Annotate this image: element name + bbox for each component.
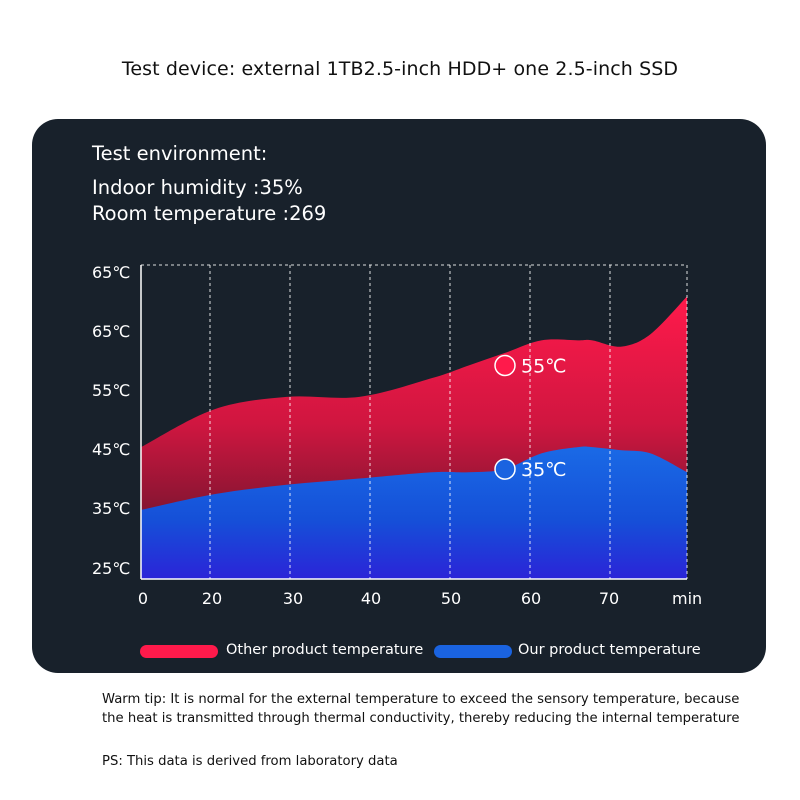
environment-title: Test environment:: [92, 142, 268, 165]
legend-label-other: Other product temperature: [226, 642, 424, 658]
y-tick-label: 35℃: [92, 499, 130, 518]
legend-swatch-ours: [434, 645, 512, 658]
warm-tip-text: Warm tip: It is normal for the external …: [102, 692, 740, 726]
x-tick-label: 30: [283, 589, 303, 608]
x-tick-label: 0: [138, 589, 148, 608]
y-tick-label: 65℃: [92, 263, 130, 282]
x-tick-label: 20: [202, 589, 222, 608]
legend-label-ours: Our product temperature: [518, 642, 701, 658]
annotation-marker: [494, 354, 516, 377]
y-tick-label: 55℃: [92, 381, 130, 400]
y-tick-label: 45℃: [92, 440, 130, 459]
x-tick-label: 50: [441, 589, 461, 608]
legend-item-ours: Our product temperature: [434, 641, 724, 661]
ps-text: PS: This data is derived from laboratory…: [102, 754, 398, 769]
y-tick-label: 65℃: [92, 322, 130, 341]
annotation-label: 35℃: [521, 459, 567, 481]
x-unit-label: min: [672, 589, 702, 608]
legend-item-other: Other product temperature: [140, 641, 430, 661]
y-tick-label: 25℃: [92, 559, 130, 578]
series-area-ours: [141, 446, 687, 579]
x-tick-label: 60: [521, 589, 541, 608]
annotation-marker: [494, 458, 516, 480]
x-tick-label: 70: [599, 589, 619, 608]
annotation-label: 55℃: [521, 355, 567, 377]
x-tick-label: 40: [361, 589, 381, 608]
room-temperature-text: Room temperature :269: [92, 202, 327, 225]
humidity-text: Indoor humidity :35%: [92, 176, 303, 199]
page-title: Test device: external 1TB2.5-inch HDD+ o…: [121, 58, 679, 80]
legend-swatch-other: [140, 645, 218, 658]
